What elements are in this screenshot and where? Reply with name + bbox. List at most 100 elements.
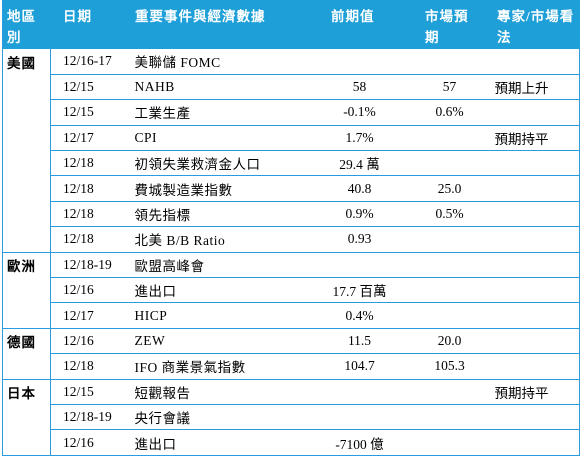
table-row: 12/18-19 央行會議 xyxy=(2,404,580,431)
previous-value-cell: 17.7 百萬 xyxy=(310,277,409,304)
region-cell xyxy=(2,404,51,430)
view-cell xyxy=(490,252,580,279)
previous-value-cell: -0.1% xyxy=(310,99,409,126)
table-body: 美國 12/16-17 美聯儲 FOMC 12/15 NAHB 58 57 預期上升 12/15… xyxy=(2,49,580,456)
expected-value-cell xyxy=(408,226,491,253)
previous-value-cell: 104.7 xyxy=(310,353,409,380)
table-row: 12/18 北美 B/B Ratio 0.93 xyxy=(2,226,580,253)
region-cell xyxy=(2,150,51,176)
date-cell: 12/15 xyxy=(50,379,123,405)
header-view: 專家/市場看法 xyxy=(490,0,580,49)
expected-value-cell: 25.0 xyxy=(408,175,491,202)
table-row: 12/18 領先指標 0.9% 0.5% xyxy=(2,201,580,228)
table-row: 12/18 費城製造業指數 40.8 25.0 xyxy=(2,175,580,202)
event-cell: HICP xyxy=(122,302,311,329)
event-cell: 工業生產 xyxy=(122,99,311,126)
header-date: 日期 xyxy=(50,0,123,49)
header-expected: 市場預期 xyxy=(408,0,491,49)
region-cell xyxy=(2,226,51,253)
date-cell: 12/16-17 xyxy=(50,49,123,75)
expected-value-cell: 0.6% xyxy=(408,99,491,126)
region-cell xyxy=(2,175,51,202)
view-cell xyxy=(490,429,580,456)
date-cell: 12/15 xyxy=(50,74,123,101)
region-cell xyxy=(2,125,51,151)
header-row: 地區別 日期 重要事件與經濟數據 前期值 市場預期 專家/市場看法 xyxy=(2,0,580,49)
expected-value-cell: 20.0 xyxy=(408,328,491,355)
date-cell: 12/18-19 xyxy=(50,404,123,431)
region-cell xyxy=(2,99,51,126)
table-row: 12/17 CPI 1.7% 預期持平 xyxy=(2,125,580,152)
event-cell: ZEW xyxy=(122,328,311,355)
table-row: 12/15 NAHB 58 57 預期上升 xyxy=(2,74,580,101)
expected-value-cell xyxy=(408,404,491,431)
previous-value-cell xyxy=(310,252,409,279)
view-cell xyxy=(490,99,580,126)
region-cell xyxy=(2,429,51,456)
date-cell: 12/16 xyxy=(50,429,123,456)
view-cell xyxy=(490,226,580,253)
region-cell xyxy=(2,201,51,227)
event-cell: 央行會議 xyxy=(122,404,311,431)
event-cell: NAHB xyxy=(122,74,311,101)
event-cell: 初領失業救濟金人口 xyxy=(122,150,311,177)
previous-value-cell xyxy=(310,404,409,431)
expected-value-cell xyxy=(408,125,491,152)
region-cell: 歐洲 xyxy=(2,252,51,278)
previous-value-cell: 29.4 萬 xyxy=(310,150,409,177)
view-cell xyxy=(490,302,580,329)
event-cell: 進出口 xyxy=(122,429,311,456)
expected-value-cell: 0.5% xyxy=(408,201,491,228)
region-cell: 德國 xyxy=(2,328,51,354)
previous-value-cell: 0.93 xyxy=(310,226,409,253)
table-row: 12/17 HICP 0.4% xyxy=(2,302,580,329)
region-cell xyxy=(2,302,51,329)
date-cell: 12/18 xyxy=(50,226,123,253)
previous-value-cell: 58 xyxy=(310,74,409,101)
event-cell: IFO 商業景氣指數 xyxy=(122,353,311,380)
view-cell xyxy=(490,201,580,228)
view-cell xyxy=(490,150,580,177)
region-cell: 日本 xyxy=(2,379,51,405)
header-region: 地區別 xyxy=(2,0,51,49)
previous-value-cell: 11.5 xyxy=(310,328,409,355)
table-row: 12/18 初領失業救濟金人口 29.4 萬 xyxy=(2,150,580,177)
view-cell xyxy=(490,328,580,355)
view-cell xyxy=(490,404,580,431)
previous-value-cell: 1.7% xyxy=(310,125,409,152)
event-cell: 美聯儲 FOMC xyxy=(122,49,311,75)
header-previous: 前期值 xyxy=(310,0,409,49)
table-row: 日本 12/15 短觀報告 預期持平 xyxy=(2,379,580,405)
view-cell: 預期上升 xyxy=(490,74,580,101)
previous-value-cell xyxy=(310,379,409,405)
date-cell: 12/18 xyxy=(50,150,123,177)
table-row: 德國 12/16 ZEW 11.5 20.0 xyxy=(2,328,580,355)
event-cell: 進出口 xyxy=(122,277,311,304)
view-cell: 預期持平 xyxy=(490,379,580,405)
date-cell: 12/17 xyxy=(50,302,123,329)
previous-value-cell: 0.4% xyxy=(310,302,409,329)
expected-value-cell xyxy=(408,302,491,329)
previous-value-cell: 40.8 xyxy=(310,175,409,202)
event-cell: 北美 B/B Ratio xyxy=(122,226,311,253)
table-row: 12/15 工業生產 -0.1% 0.6% xyxy=(2,99,580,126)
region-cell xyxy=(2,353,51,380)
view-cell xyxy=(490,49,580,75)
view-cell xyxy=(490,175,580,202)
previous-value-cell xyxy=(310,49,409,75)
date-cell: 12/17 xyxy=(50,125,123,152)
table-row: 歐洲 12/18-19 歐盟高峰會 xyxy=(2,252,580,279)
table-row: 12/18 IFO 商業景氣指數 104.7 105.3 xyxy=(2,353,580,380)
table-row: 12/16 進出口 17.7 百萬 xyxy=(2,277,580,304)
view-cell xyxy=(490,353,580,380)
region-cell xyxy=(2,74,51,100)
expected-value-cell: 57 xyxy=(408,74,491,101)
expected-value-cell xyxy=(408,379,491,405)
economic-calendar-table: 地區別 日期 重要事件與經濟數據 前期值 市場預期 專家/市場看法 美國 12/1… xyxy=(2,0,580,456)
event-cell: 領先指標 xyxy=(122,201,311,228)
event-cell: 歐盟高峰會 xyxy=(122,252,311,279)
region-cell: 美國 xyxy=(2,49,51,75)
date-cell: 12/18 xyxy=(50,201,123,228)
table-row: 12/16 進出口 -7100 億 xyxy=(2,429,580,456)
date-cell: 12/15 xyxy=(50,99,123,126)
